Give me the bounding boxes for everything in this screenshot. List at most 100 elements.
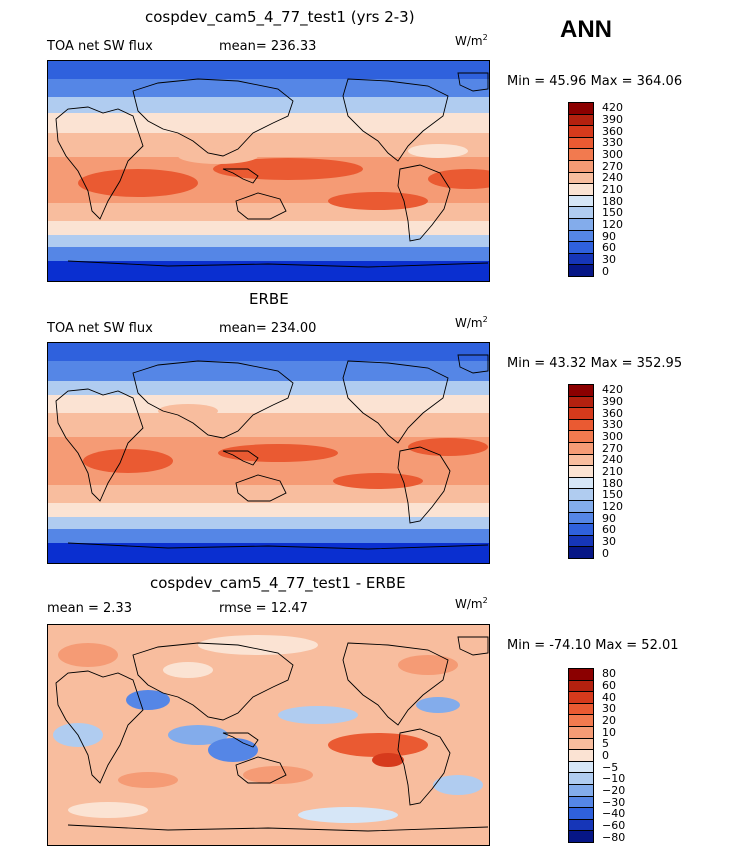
- panel-3-unit-label: W/m2: [455, 596, 488, 611]
- panel-1-title: cospdev_cam5_4_77_test1 (yrs 2-3): [145, 8, 415, 26]
- colorbar-tick-label: −30: [602, 795, 626, 809]
- colorbar-swatch: [569, 160, 593, 173]
- colorbar-tick-label: 360: [602, 124, 623, 138]
- colorbar-swatch: [569, 442, 593, 455]
- colorbar-swatch: [569, 784, 593, 797]
- colorbar-swatch: [569, 808, 593, 820]
- colorbar-swatch: [569, 738, 593, 751]
- colorbar-swatch: [569, 195, 593, 208]
- colorbar-swatch: [569, 419, 593, 432]
- colorbar-swatch: [569, 535, 593, 548]
- colorbar-tick-label: 300: [602, 148, 623, 161]
- colorbar-swatch: [569, 230, 593, 243]
- colorbar-tick-label: −80: [602, 830, 626, 844]
- season-label: ANN: [560, 16, 612, 43]
- colorbar-swatch: [569, 242, 593, 254]
- colorbar-tick-label: 300: [602, 430, 623, 443]
- colorbar-tick-label: 20: [602, 714, 616, 727]
- colorbar-swatch: [569, 253, 593, 266]
- colorbar-tick-label: 150: [602, 206, 623, 220]
- panel-3-title: cospdev_cam5_4_77_test1 - ERBE: [150, 574, 406, 592]
- colorbar-swatch: [569, 680, 593, 693]
- colorbar-swatch: [569, 500, 593, 513]
- colorbar-tick-label: 180: [602, 194, 623, 208]
- colorbar-tick-label: 360: [602, 406, 623, 420]
- colorbar-tick-label: 390: [602, 395, 623, 408]
- panel-2-mean-label: mean= 234.00: [219, 321, 317, 336]
- panel-3-rmse-label: rmse = 12.47: [219, 601, 308, 616]
- colorbar-tick-label: 420: [602, 101, 623, 115]
- colorbar-swatch: [569, 524, 593, 536]
- panel-2-minmax-label: Min = 43.32 Max = 352.95: [507, 356, 683, 371]
- colorbar-tick-label: 60: [602, 679, 616, 692]
- panel-3-minmax-label: Min = -74.10 Max = 52.01: [507, 638, 679, 653]
- colorbar-tick-label: 420: [602, 383, 623, 397]
- colorbar-tick-label: −40: [602, 807, 626, 821]
- colorbar-swatch: [569, 207, 593, 219]
- colorbar-swatch: [569, 715, 593, 727]
- colorbar-tick-label: −20: [602, 784, 626, 797]
- colorbar-swatch: [569, 149, 593, 161]
- colorbar-swatch: [569, 726, 593, 739]
- panel-3-map-svg: [48, 625, 489, 845]
- panel-2-unit-label: W/m2: [455, 315, 488, 330]
- colorbar-swatch: [569, 103, 593, 115]
- colorbar-swatch: [569, 773, 593, 785]
- colorbar-swatch: [569, 819, 593, 832]
- colorbar-swatch: [569, 796, 593, 809]
- colorbar-tick-label: 0: [602, 749, 609, 762]
- colorbar-swatch: [569, 669, 593, 681]
- colorbar-swatch: [569, 114, 593, 127]
- colorbar-tick-label: 5: [602, 737, 609, 751]
- panel-1-map-svg: [48, 61, 489, 281]
- colorbar-swatch: [569, 385, 593, 397]
- colorbar-tick-label: 120: [602, 500, 623, 513]
- panel-2-variable-label: TOA net SW flux: [47, 321, 153, 336]
- panel-3-map: [47, 624, 490, 846]
- colorbar-swatch: [569, 431, 593, 443]
- colorbar-tick-label: 30: [602, 702, 616, 716]
- colorbar-swatch: [569, 126, 593, 138]
- panel-1-map: [47, 60, 490, 282]
- colorbar-swatch: [569, 547, 593, 558]
- panel-1-mean-label: mean= 236.33: [219, 39, 317, 54]
- panel-1-colorbar: [568, 102, 594, 277]
- colorbar-swatch: [569, 477, 593, 490]
- colorbar-swatch: [569, 750, 593, 762]
- colorbar-swatch: [569, 408, 593, 420]
- colorbar-swatch: [569, 172, 593, 185]
- colorbar-tick-label: 270: [602, 159, 623, 173]
- colorbar-tick-label: 30: [602, 253, 616, 266]
- colorbar-tick-label: 120: [602, 218, 623, 231]
- panel-2-map-svg: [48, 343, 489, 563]
- colorbar-tick-label: 90: [602, 229, 616, 243]
- panel-2-map: [47, 342, 490, 564]
- colorbar-swatch: [569, 454, 593, 467]
- colorbar-tick-label: 60: [602, 523, 616, 537]
- colorbar-swatch: [569, 396, 593, 409]
- colorbar-tick-label: 180: [602, 476, 623, 490]
- colorbar-swatch: [569, 512, 593, 525]
- colorbar-tick-label: 210: [602, 183, 623, 196]
- colorbar-swatch: [569, 489, 593, 501]
- colorbar-swatch: [569, 466, 593, 478]
- colorbar-swatch: [569, 703, 593, 716]
- colorbar-tick-label: 330: [602, 418, 623, 432]
- panel-2-title: ERBE: [249, 290, 289, 308]
- colorbar-tick-label: 30: [602, 535, 616, 548]
- colorbar-tick-label: 40: [602, 690, 616, 704]
- colorbar-swatch: [569, 692, 593, 704]
- panel-3-colorbar: [568, 668, 594, 843]
- colorbar-swatch: [569, 831, 593, 842]
- colorbar-tick-label: 270: [602, 441, 623, 455]
- panel-1-unit-label: W/m2: [455, 33, 488, 48]
- panel-2-colorbar: [568, 384, 594, 559]
- panel-1-minmax-label: Min = 45.96 Max = 364.06: [507, 74, 683, 89]
- colorbar-tick-label: −5: [602, 760, 619, 774]
- colorbar-tick-label: 330: [602, 136, 623, 150]
- colorbar-tick-label: 60: [602, 241, 616, 255]
- colorbar-tick-label: 240: [602, 171, 623, 185]
- colorbar-swatch: [569, 137, 593, 150]
- colorbar-swatch: [569, 218, 593, 231]
- colorbar-tick-label: 210: [602, 465, 623, 478]
